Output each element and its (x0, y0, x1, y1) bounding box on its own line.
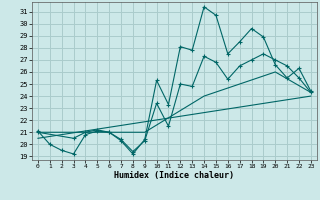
X-axis label: Humidex (Indice chaleur): Humidex (Indice chaleur) (115, 171, 234, 180)
